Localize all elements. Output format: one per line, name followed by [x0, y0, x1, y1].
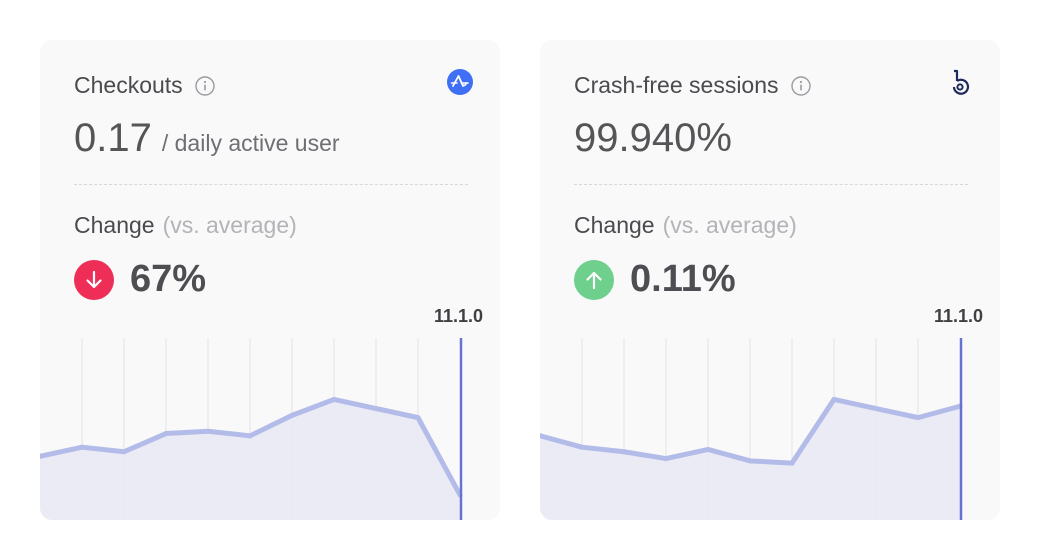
divider	[74, 184, 468, 185]
bugsnag-logo-icon	[946, 68, 974, 96]
data-point	[579, 444, 585, 450]
metric-unit: / daily active user	[161, 130, 340, 156]
sparkline-chart: 11.1.0	[540, 300, 1000, 520]
data-point	[79, 444, 85, 450]
data-point	[205, 428, 211, 434]
release-label: 11.1.0	[934, 306, 983, 326]
sparkline-chart: 11.1.0	[40, 300, 500, 520]
metric-card-crash-free-sessions: Crash-free sessions 99.940% Change (vs. …	[540, 40, 1000, 520]
series-area	[40, 399, 460, 520]
metric-value: 0.17	[74, 116, 152, 160]
data-point	[373, 406, 379, 412]
data-point	[789, 460, 795, 466]
divider	[574, 184, 968, 185]
delta-value: 67%	[130, 258, 207, 300]
change-note: (vs. average)	[162, 212, 297, 238]
change-heading: Change (vs. average)	[74, 212, 297, 239]
metric-value: 99.940%	[574, 116, 732, 160]
card-title: Checkouts	[74, 72, 183, 98]
info-icon[interactable]	[194, 75, 215, 96]
info-icon[interactable]	[790, 75, 811, 96]
data-point	[621, 449, 627, 455]
metric-value-row: 99.940%	[574, 116, 742, 161]
series-area	[540, 399, 960, 520]
data-point	[747, 458, 753, 464]
data-point	[331, 396, 337, 402]
data-point	[540, 433, 543, 439]
arrow-down-icon	[74, 259, 114, 300]
data-point	[121, 449, 127, 455]
data-point	[40, 453, 43, 459]
change-heading: Change (vs. average)	[574, 212, 797, 239]
delta-value: 0.11%	[630, 258, 736, 300]
metric-value-row: 0.17 / daily active user	[74, 116, 340, 161]
data-point	[705, 446, 711, 452]
data-point	[915, 415, 921, 421]
data-point	[289, 412, 295, 418]
data-point	[247, 433, 253, 439]
data-point	[663, 456, 669, 462]
card-title: Crash-free sessions	[574, 72, 779, 98]
delta-row: 0.11%	[574, 258, 736, 301]
data-point	[873, 406, 879, 412]
arrow-up-icon	[574, 259, 614, 300]
amplitude-logo-icon	[446, 68, 474, 96]
release-label: 11.1.0	[434, 306, 483, 326]
change-note: (vs. average)	[662, 212, 797, 238]
change-label: Change	[74, 212, 155, 238]
change-label: Change	[574, 212, 655, 238]
delta-row: 67%	[74, 258, 206, 301]
data-point	[831, 396, 837, 402]
data-point	[163, 431, 169, 437]
metric-card-checkouts: Checkouts 0.17 / daily active user Chang…	[40, 40, 500, 520]
data-point	[415, 415, 421, 421]
